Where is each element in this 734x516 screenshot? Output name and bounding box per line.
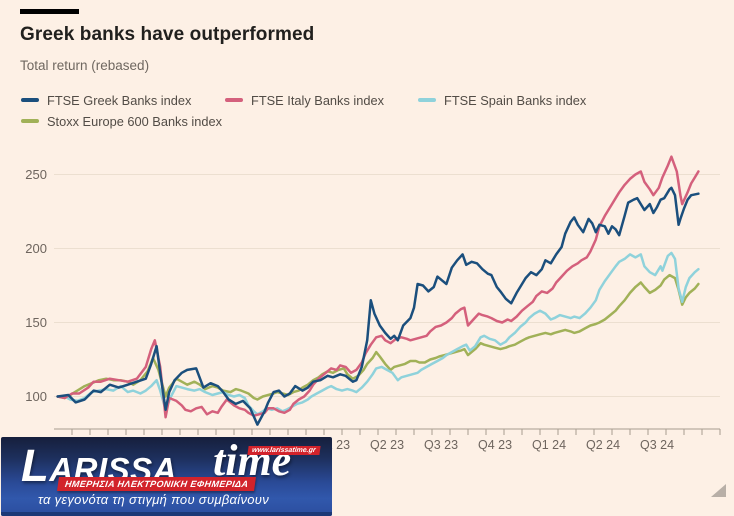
x-axis-label: Q3 23 <box>424 438 458 452</box>
legend-swatch-icon <box>418 98 436 102</box>
chart-legend: FTSE Greek Banks index FTSE Italy Banks i… <box>0 91 734 135</box>
watermark-bottom-bar <box>1 512 332 516</box>
x-axis-label: Q2 23 <box>370 438 404 452</box>
watermark-strip-text: ΗΜΕΡΗΣΙΑ ΗΛΕΚΤΡΟΝΙΚΗ ΕΦΗΜΕΡΙΔΑ <box>57 477 257 491</box>
y-axis-label-100: 100 <box>25 389 47 404</box>
legend-swatch-icon <box>21 119 39 123</box>
legend-label: FTSE Greek Banks index <box>47 92 192 108</box>
chart-subtitle: Total return (rebased) <box>20 58 150 73</box>
x-axis-label: Q2 24 <box>586 438 620 452</box>
x-axis-label: Q4 23 <box>478 438 512 452</box>
legend-swatch-icon <box>225 98 243 102</box>
legend-item-3: FTSE Spain Banks index <box>418 92 586 108</box>
legend-label: FTSE Italy Banks index <box>251 92 384 108</box>
y-axis-label-250: 250 <box>25 167 47 182</box>
y-axis-label-150: 150 <box>25 315 47 330</box>
chart-title: Greek banks have outperformed <box>20 24 315 45</box>
x-axis-label: Q1 24 <box>532 438 566 452</box>
accent-bar <box>20 9 79 14</box>
watermark-banner: LARISSA time www.larissatime.gr ΗΜΕΡΗΣΙΑ… <box>1 437 332 516</box>
watermark-url-badge: www.larissatime.gr <box>247 446 321 455</box>
legend-item-4: Stoxx Europe 600 Banks index <box>21 113 222 129</box>
resize-handle-icon[interactable] <box>711 484 726 497</box>
legend-label: FTSE Spain Banks index <box>444 92 587 108</box>
series-line-ftse-spain-banks-index <box>56 251 700 416</box>
series-line-ftse-italy-banks-index <box>56 155 700 419</box>
legend-item-2: FTSE Italy Banks index <box>225 92 384 108</box>
y-axis-label-200: 200 <box>25 241 47 256</box>
series-line-ftse-greek-banks-index <box>56 186 700 426</box>
watermark-slogan: τα γεγονότα τη στιγμή που συμβαίνουν <box>37 492 270 507</box>
legend-swatch-icon <box>21 98 39 102</box>
series-line-stoxx-europe-600-banks-index <box>56 273 700 401</box>
legend-label: Stoxx Europe 600 Banks index <box>47 113 223 129</box>
x-axis-label: Q3 24 <box>640 438 674 452</box>
legend-item-1: FTSE Greek Banks index <box>21 92 191 108</box>
watermark-logo-suffix: time <box>213 437 292 485</box>
